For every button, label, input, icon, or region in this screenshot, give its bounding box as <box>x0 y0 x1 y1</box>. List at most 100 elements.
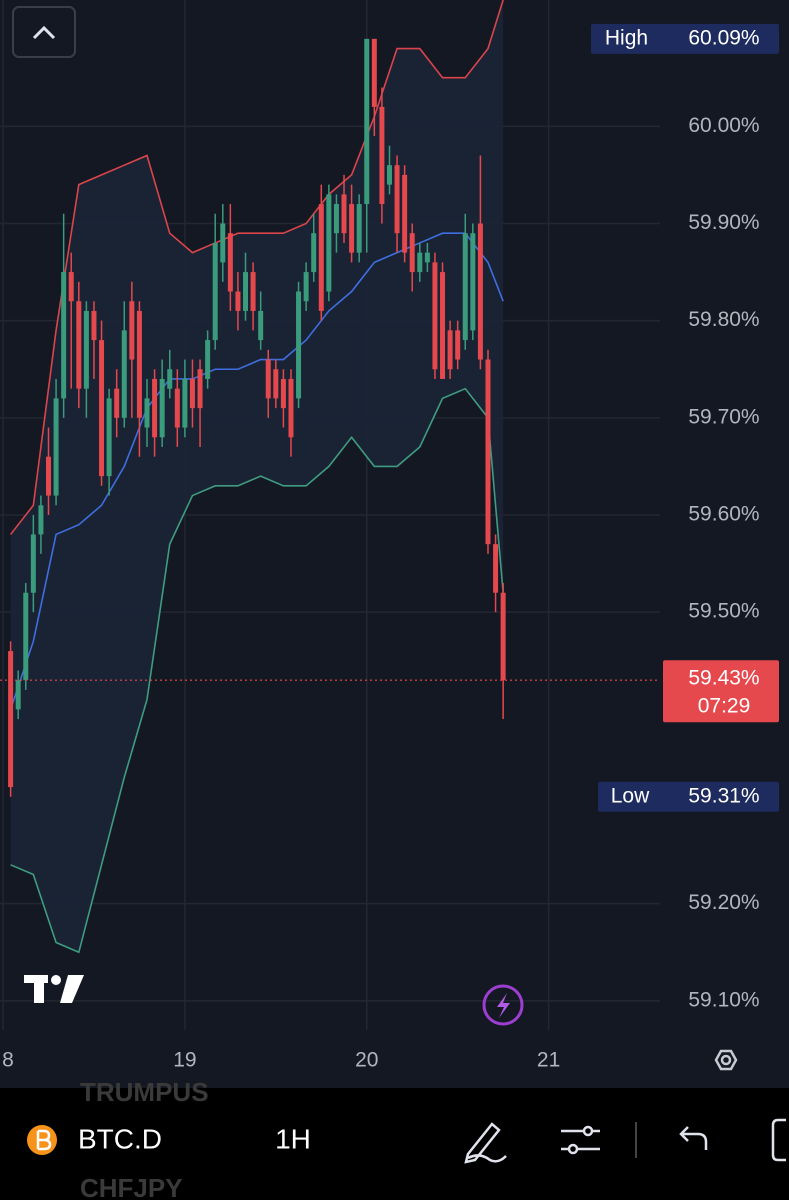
candle-body <box>477 223 483 360</box>
candle-body <box>402 174 408 253</box>
candle-body <box>485 359 491 545</box>
undo-icon[interactable] <box>679 1126 708 1150</box>
marker-box <box>591 23 779 54</box>
plot <box>0 0 660 954</box>
candle-body <box>174 388 180 428</box>
candle-body <box>15 680 21 710</box>
candle-body <box>182 378 188 428</box>
candle-body <box>235 291 241 311</box>
candle-body <box>136 310 142 418</box>
candle-body <box>318 204 324 311</box>
candle-body <box>379 106 385 205</box>
indicators-icon[interactable] <box>561 1125 600 1155</box>
marker-value: 60.09% <box>688 26 759 49</box>
candle-body <box>326 194 332 292</box>
candle-body <box>61 272 67 399</box>
candle-body <box>311 233 317 273</box>
collapse-button[interactable] <box>12 6 76 58</box>
candle-body <box>364 38 370 205</box>
candle-body <box>303 272 309 302</box>
y-tick-label: 60.00% <box>688 114 759 137</box>
watchlist-item: CHFJPY <box>80 1173 183 1200</box>
candle-body <box>205 340 211 379</box>
indicator-line <box>9 232 504 710</box>
quick-trade-button[interactable] <box>482 984 524 1026</box>
interval[interactable]: 1H <box>275 1123 311 1154</box>
indicator-line <box>9 0 504 535</box>
candle-body <box>455 330 461 360</box>
candle-body <box>258 310 264 341</box>
candle-body <box>38 505 44 535</box>
y-tick-label: 59.50% <box>688 600 759 623</box>
axes: 59.10% 59.20% 59.50% 59.60% 59.70% 59.80% 59.9… <box>2 23 779 1072</box>
candle-body <box>470 233 476 331</box>
last-price-box <box>663 660 779 723</box>
band-fill <box>10 0 504 953</box>
candle-body <box>220 223 226 263</box>
candle-body <box>500 592 506 681</box>
draw-icon[interactable] <box>464 1122 507 1164</box>
candle-body <box>227 233 233 292</box>
candle-body <box>121 330 127 418</box>
watchlist-item: TRUMPUS <box>80 1077 209 1107</box>
candle-body <box>432 262 438 370</box>
candle-body <box>493 544 499 593</box>
candle-body <box>197 369 203 409</box>
marker-box <box>598 781 779 812</box>
y-tick-label: 59.20% <box>688 891 759 914</box>
candle-body <box>265 359 271 399</box>
candle-body <box>189 378 195 409</box>
candle-body <box>296 291 302 399</box>
candle-body <box>341 194 347 234</box>
candle-body <box>250 272 256 311</box>
candle-body <box>424 252 430 263</box>
candle-body <box>243 272 249 311</box>
candle-body <box>53 398 59 496</box>
bitcoin-glyph <box>36 1129 52 1151</box>
candle-body <box>440 272 446 379</box>
marker-value: 59.31% <box>688 784 759 807</box>
candle-body <box>447 330 453 370</box>
tradingview-logo <box>24 975 84 1003</box>
settings-icon-center <box>720 1054 732 1066</box>
candle-body <box>45 456 51 496</box>
candle-body <box>409 233 415 273</box>
candle-body <box>144 398 150 428</box>
indicator-line <box>10 387 504 954</box>
candle-body <box>288 378 294 438</box>
symbol[interactable]: BTC.D <box>78 1123 162 1154</box>
y-tick-label: 59.70% <box>688 405 759 428</box>
settings-icon[interactable] <box>714 1049 738 1071</box>
x-tick-label: 8 <box>2 1049 14 1072</box>
candle-body <box>333 204 339 234</box>
candle-body <box>349 204 355 253</box>
candle-body <box>386 165 392 185</box>
candle-body <box>371 38 377 107</box>
candle-body <box>212 242 218 341</box>
y-tick-label: 59.60% <box>688 503 759 526</box>
candle-body <box>417 252 423 273</box>
fullscreen-icon[interactable] <box>771 1118 786 1162</box>
candle-body <box>114 388 120 418</box>
y-tick-label: 59.90% <box>688 211 759 234</box>
candle-body <box>280 378 286 409</box>
candle-body <box>106 398 112 477</box>
candle-body <box>91 310 97 341</box>
candle-body <box>83 310 89 389</box>
marker-label: Low <box>611 784 650 807</box>
candle-body <box>273 369 279 399</box>
candle-body <box>76 301 82 389</box>
last-price-label: 59.43% <box>688 667 759 690</box>
candle-body <box>167 369 173 389</box>
candle-body <box>99 340 105 477</box>
candle-body <box>356 204 362 253</box>
candle-body <box>129 301 135 360</box>
candle-body <box>394 165 400 234</box>
candle-body <box>23 592 29 681</box>
countdown: 07:29 <box>698 695 751 718</box>
candle-body <box>462 233 468 341</box>
candle-body <box>8 651 14 788</box>
lightning-icon <box>497 993 510 1018</box>
